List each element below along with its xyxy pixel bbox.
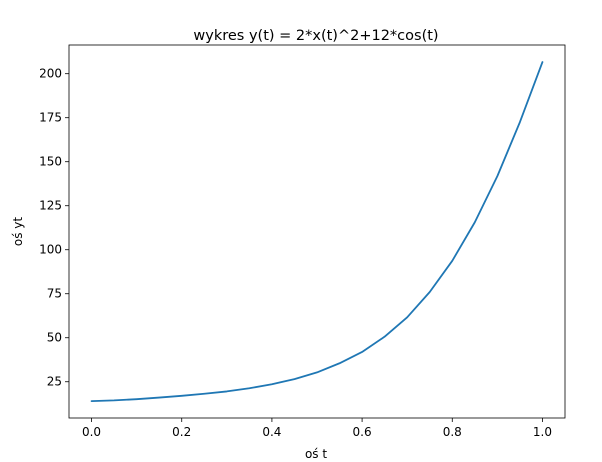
x-tick-label: 0.6: [353, 425, 372, 439]
series-layer: [90, 61, 544, 403]
plot-frame: [68, 44, 566, 419]
chart-title: wykres y(t) = 2*x(t)^2+12*cos(t): [193, 28, 438, 44]
x-axis: 0.0 0.2 0.4 0.6 0.8 1.0: [82, 418, 552, 439]
y-tick-label: 150: [39, 155, 62, 169]
y-tick-label: 100: [39, 243, 62, 257]
x-tick-label: 0.0: [82, 425, 101, 439]
x-tick-label: 1.0: [533, 425, 552, 439]
x-tick-label: 0.8: [443, 425, 462, 439]
y-axis-title: oś yt: [11, 217, 25, 247]
y-tick-label: 175: [39, 111, 62, 125]
y-tick-label: 200: [39, 67, 62, 81]
x-tick-label: 0.2: [172, 425, 191, 439]
y-tick-label: 50: [47, 331, 62, 345]
y-tick-label: 125: [39, 199, 62, 213]
series-line-0: [90, 61, 544, 403]
y-tick-label: 25: [47, 375, 62, 389]
y-axis: 25 50 75 100 125 150 175 200: [39, 67, 69, 389]
x-tick-label: 0.4: [262, 425, 281, 439]
y-tick-label: 75: [47, 287, 62, 301]
x-axis-title: oś t: [305, 447, 327, 461]
